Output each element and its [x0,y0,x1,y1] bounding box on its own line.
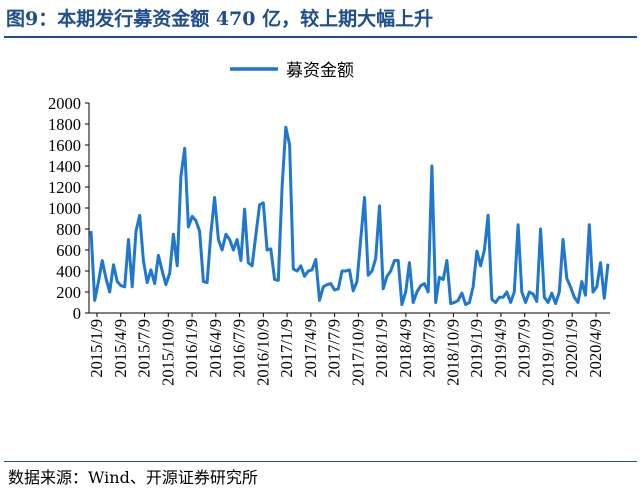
x-tick-label: 2019/4/9 [491,319,510,378]
x-tick-label: 2016/7/9 [230,319,249,378]
y-tick-label: 800 [56,220,81,239]
legend: 募资金额 [230,61,354,80]
y-tick-label: 2000 [48,94,81,113]
chart-title: 图9：本期发行募资金额 470 亿，较上期大幅上升 [6,8,434,30]
x-tick-label: 2015/7/9 [135,319,154,378]
y-tick-label: 1800 [48,115,81,134]
x-axis: 2015/1/9 2015/4/9 2015/7/9 2015/10/9 2016/1/… [87,312,610,386]
series-line-募资金额 [89,125,610,307]
y-tick-label: 1400 [48,157,81,176]
y-tick-label: 200 [56,283,81,302]
x-tick-label: 2019/10/9 [538,319,557,386]
x-tick-label: 2016/1/9 [182,319,201,378]
source-note: 数据来源：Wind、开源证券研究所 [8,468,258,487]
source-divider [4,461,637,462]
x-tick-label: 2018/7/9 [420,319,439,378]
x-tick-label: 2017/7/9 [325,319,344,378]
y-tick-label: 0 [73,304,81,323]
x-tick-label: 2018/1/9 [372,319,391,378]
x-tick-label: 2015/1/9 [87,319,106,378]
y-tick-label: 400 [56,262,81,281]
line-chart: 募资金额 0 200 400 600 800 1000 1200 1400 1600 1800 20… [48,61,610,386]
x-tick-label: 2015/10/9 [158,319,177,386]
x-tick-label: 2020/1/9 [562,319,581,378]
y-tick-label: 1000 [48,199,81,218]
x-tick-label: 2019/1/9 [467,319,486,378]
x-tick-label: 2018/4/9 [396,319,415,378]
y-tick-label: 1200 [48,178,81,197]
series-layer [89,125,610,307]
x-tick-label: 2017/10/9 [348,319,367,386]
x-tick-label: 2016/10/9 [253,319,272,386]
x-tick-label: 2020/4/9 [586,319,605,378]
legend-label: 募资金额 [286,61,354,80]
title-divider [4,36,637,38]
y-tick-label: 1600 [48,136,81,155]
x-tick-label: 2015/4/9 [111,319,130,378]
y-tick-label: 600 [56,241,81,260]
x-tick-label: 2018/10/9 [443,319,462,386]
x-tick-label: 2017/4/9 [301,319,320,378]
x-tick-label: 2019/7/9 [515,319,534,378]
x-tick-label: 2016/4/9 [206,319,225,378]
x-tick-label: 2017/1/9 [277,319,296,378]
y-axis: 0 200 400 600 800 1000 1200 1400 1600 1800 2000 [48,94,90,323]
